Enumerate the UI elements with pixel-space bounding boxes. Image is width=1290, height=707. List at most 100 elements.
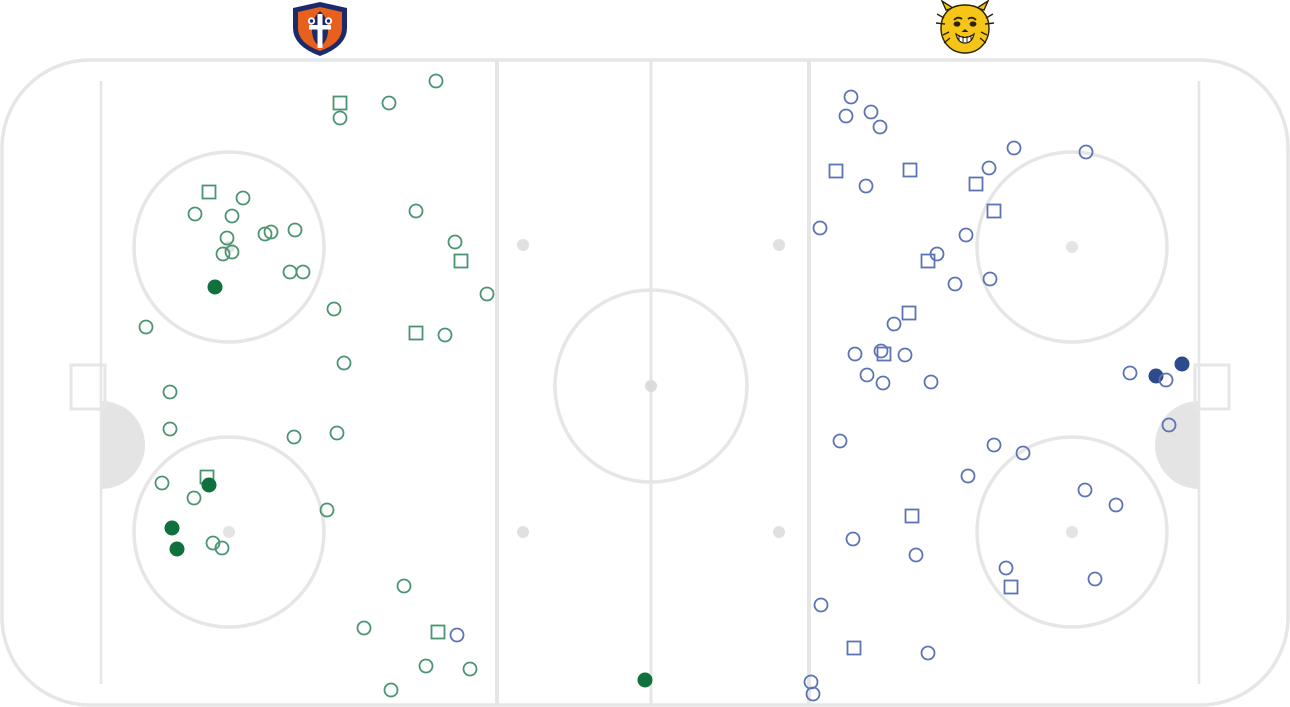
shot-marker-blocked[interactable]	[904, 508, 920, 524]
shot-marker-shot[interactable]	[479, 286, 495, 302]
shot-marker-shot[interactable]	[1078, 144, 1094, 160]
shot-marker-shot[interactable]	[356, 620, 372, 636]
shot-marker-shot[interactable]	[1006, 140, 1022, 156]
shot-marker-shot[interactable]	[326, 301, 342, 317]
shot-marker-shot[interactable]	[408, 203, 424, 219]
shot-marker-shot[interactable]	[162, 384, 178, 400]
faceoff-circle-bottom-right	[975, 435, 1169, 629]
shot-marker-shot[interactable]	[257, 226, 273, 242]
shot-marker-blocked[interactable]	[453, 253, 469, 269]
shot-marker-shot[interactable]	[1161, 417, 1177, 433]
shot-marker-shot[interactable]	[162, 421, 178, 437]
left-goal-crease	[101, 401, 145, 489]
shot-marker-shot[interactable]	[224, 208, 240, 224]
shot-marker-shot[interactable]	[805, 686, 821, 702]
shot-marker-shot[interactable]	[981, 160, 997, 176]
shot-marker-shot[interactable]	[873, 343, 889, 359]
shot-marker-blocked[interactable]	[430, 624, 446, 640]
shot-marker-shot[interactable]	[863, 104, 879, 120]
shot-marker-goal[interactable]	[637, 672, 653, 688]
shot-marker-shot[interactable]	[447, 234, 463, 250]
shot-marker-shot[interactable]	[838, 108, 854, 124]
shot-marker-shot[interactable]	[287, 222, 303, 238]
shot-marker-shot[interactable]	[219, 230, 235, 246]
shot-marker-shot[interactable]	[845, 531, 861, 547]
shot-marker-shot[interactable]	[1015, 445, 1031, 461]
shot-marker-shot[interactable]	[286, 429, 302, 445]
shot-marker-blocked[interactable]	[901, 305, 917, 321]
shot-marker-shot[interactable]	[986, 437, 1002, 453]
shot-marker-blocked[interactable]	[1003, 579, 1019, 595]
shot-marker-shot[interactable]	[329, 425, 345, 441]
shot-marker-blocked[interactable]	[201, 184, 217, 200]
center-ice-dot	[645, 380, 657, 392]
shot-marker-shot[interactable]	[215, 246, 231, 262]
shot-marker-shot[interactable]	[437, 327, 453, 343]
shot-marker-shot[interactable]	[418, 658, 434, 674]
shot-marker-shot[interactable]	[947, 276, 963, 292]
shot-marker-shot[interactable]	[923, 374, 939, 390]
shot-marker-shot[interactable]	[235, 190, 251, 206]
ilves-lynx-logo-icon	[930, 0, 1000, 58]
shot-marker-goal[interactable]	[164, 520, 180, 536]
shot-marker-shot[interactable]	[897, 347, 913, 363]
shot-marker-blocked[interactable]	[408, 325, 424, 341]
shot-marker-shot[interactable]	[138, 319, 154, 335]
shot-marker-shot[interactable]	[381, 95, 397, 111]
shot-marker-shot[interactable]	[843, 89, 859, 105]
shot-marker-shot[interactable]	[319, 502, 335, 518]
shot-marker-shot[interactable]	[1122, 365, 1138, 381]
shot-marker-blocked[interactable]	[332, 95, 348, 111]
shot-marker-blocked[interactable]	[828, 163, 844, 179]
shot-marker-goal[interactable]	[207, 279, 223, 295]
shot-marker-shot[interactable]	[920, 645, 936, 661]
shot-marker-shot[interactable]	[832, 433, 848, 449]
shot-marker-shot[interactable]	[154, 475, 170, 491]
shot-marker-shot[interactable]	[187, 206, 203, 222]
shot-marker-shot[interactable]	[383, 682, 399, 698]
shot-marker-blocked[interactable]	[846, 640, 862, 656]
shot-marker-shot[interactable]	[982, 271, 998, 287]
shot-marker-shot[interactable]	[214, 540, 230, 556]
shot-marker-shot[interactable]	[847, 346, 863, 362]
shot-marker-blocked[interactable]	[986, 203, 1002, 219]
neutral-dot-bottom-left	[517, 526, 529, 538]
shot-marker-shot[interactable]	[858, 178, 874, 194]
shot-marker-shot[interactable]	[396, 578, 412, 594]
shot-marker-shot[interactable]	[332, 110, 348, 126]
shot-marker-shot[interactable]	[295, 264, 311, 280]
shot-marker-shot[interactable]	[1077, 482, 1093, 498]
shot-marker-shot[interactable]	[449, 627, 465, 643]
shot-marker-shot[interactable]	[205, 535, 221, 551]
shot-marker-shot[interactable]	[812, 220, 828, 236]
shot-marker-goal[interactable]	[1174, 356, 1190, 372]
shot-marker-shot[interactable]	[958, 227, 974, 243]
shot-marker-shot[interactable]	[1087, 571, 1103, 587]
shot-marker-shot[interactable]	[872, 119, 888, 135]
shot-marker-shot[interactable]	[224, 244, 240, 260]
shot-marker-blocked[interactable]	[902, 162, 918, 178]
shot-marker-shot[interactable]	[886, 316, 902, 332]
shot-marker-shot[interactable]	[998, 560, 1014, 576]
shot-marker-shot[interactable]	[428, 73, 444, 89]
shot-marker-goal[interactable]	[201, 477, 217, 493]
shot-marker-shot[interactable]	[1108, 497, 1124, 513]
shot-marker-goal[interactable]	[169, 541, 185, 557]
shot-marker-blocked[interactable]	[876, 346, 892, 362]
shot-marker-shot[interactable]	[186, 490, 202, 506]
shot-marker-shot[interactable]	[908, 547, 924, 563]
shot-marker-shot[interactable]	[859, 367, 875, 383]
shot-marker-shot[interactable]	[813, 597, 829, 613]
shot-marker-shot[interactable]	[263, 224, 279, 240]
right-goal-crease	[1155, 401, 1199, 489]
shot-marker-shot[interactable]	[462, 661, 478, 677]
shot-marker-blocked[interactable]	[968, 176, 984, 192]
shot-marker-shot[interactable]	[875, 375, 891, 391]
neutral-dot-top-left	[517, 239, 529, 251]
shot-marker-shot[interactable]	[1158, 372, 1174, 388]
center-faceoff-circle	[553, 288, 749, 484]
shot-marker-blocked[interactable]	[920, 253, 936, 269]
shot-marker-shot[interactable]	[336, 355, 352, 371]
shot-marker-shot[interactable]	[960, 468, 976, 484]
